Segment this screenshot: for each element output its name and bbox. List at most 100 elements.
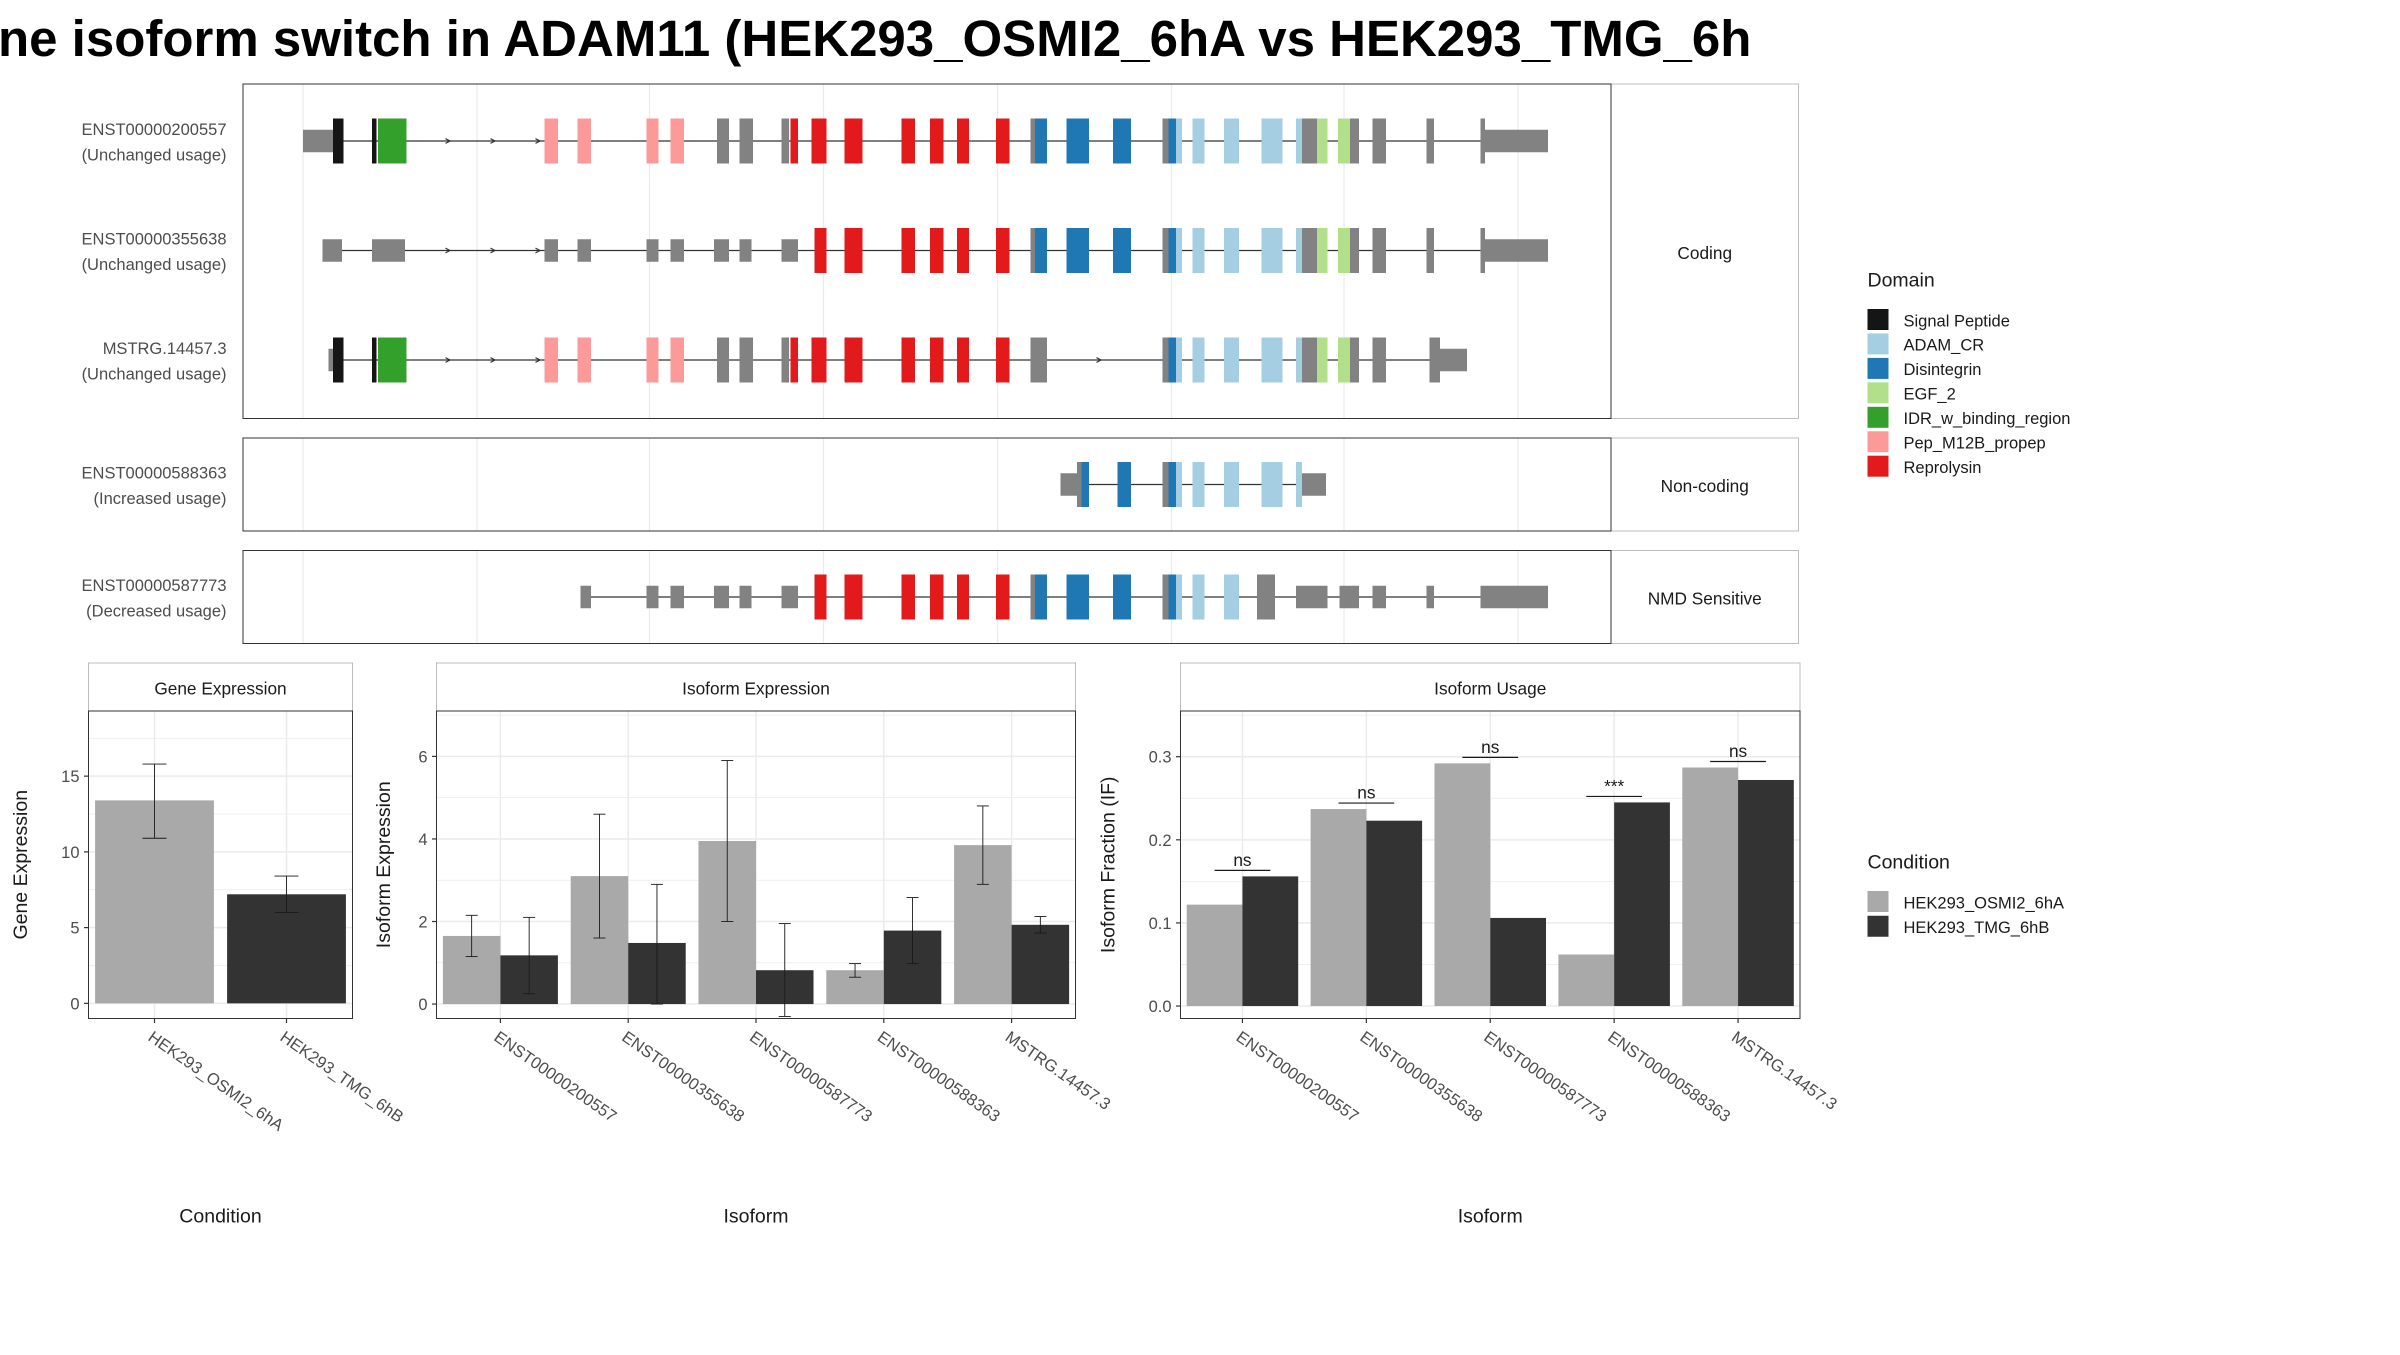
domain-exon xyxy=(1192,228,1205,273)
x-axis-title: Isoform xyxy=(723,1206,788,1228)
domain-exon xyxy=(1338,337,1350,383)
domain-legend-swatch xyxy=(1867,382,1889,404)
y-tick-label: 4 xyxy=(418,831,427,849)
domain-exon xyxy=(1296,462,1302,507)
significance-label: *** xyxy=(1604,776,1624,796)
domain-exon xyxy=(544,337,558,383)
domain-exon xyxy=(1261,337,1283,383)
domain-exon xyxy=(901,228,915,273)
domain-exon xyxy=(577,118,591,164)
domain-exon xyxy=(1261,228,1283,273)
domain-exon xyxy=(957,574,969,620)
domain-exon xyxy=(1176,462,1182,507)
utr-exon xyxy=(714,585,729,609)
domain-exon xyxy=(1176,118,1182,164)
y-tick-label: 15 xyxy=(61,768,79,786)
bar xyxy=(1558,954,1615,1007)
x-tick-label: MSTRG.14457.3 xyxy=(1728,1028,1840,1114)
domain-exon xyxy=(1192,574,1205,620)
domain-exon xyxy=(1081,462,1089,507)
transcript-panel-border xyxy=(242,83,1612,419)
domain-exon xyxy=(1338,118,1350,164)
strand-arrow xyxy=(490,138,497,144)
domain-exon xyxy=(1113,228,1131,273)
domain-exon xyxy=(844,118,863,164)
strand-arrow xyxy=(490,247,497,254)
y-tick-label: 0 xyxy=(70,995,79,1013)
domain-exon xyxy=(670,118,684,164)
domain-exon xyxy=(1168,574,1176,620)
domain-legend-label: Disintegrin xyxy=(1904,361,1982,379)
utr-exon xyxy=(1339,585,1359,609)
coding-exon xyxy=(1030,574,1035,620)
x-tick-label: ENST00000355638 xyxy=(1357,1028,1486,1126)
domain-exon xyxy=(1035,118,1047,164)
y-axis-title: Isoform Fraction (IF) xyxy=(1098,776,1120,953)
panel-title: Isoform Usage xyxy=(1434,679,1546,699)
domain-exon xyxy=(544,118,558,164)
domain-legend-swatch xyxy=(1867,406,1889,428)
transcript-panel-border xyxy=(242,437,1612,532)
transcript-name: ENST00000355638 xyxy=(82,231,227,249)
domain-exon xyxy=(372,337,377,383)
coding-exon xyxy=(1372,337,1386,383)
significance-label: ns xyxy=(1357,783,1375,803)
domain-exon xyxy=(1317,228,1328,273)
domain-exon xyxy=(1296,118,1302,164)
domain-exon xyxy=(1113,118,1131,164)
transcript-usage: (Unchanged usage) xyxy=(82,256,227,274)
coding-exon xyxy=(1030,228,1035,273)
y-tick-label: 0.1 xyxy=(1149,915,1172,933)
x-tick-label: ENST00000587773 xyxy=(1480,1028,1609,1126)
coding-exon xyxy=(1302,118,1317,164)
utr-exon xyxy=(1296,585,1328,609)
strand-arrow xyxy=(490,357,497,363)
domain-exon xyxy=(996,228,1010,273)
domain-exon xyxy=(1176,228,1182,273)
x-tick-label: ENST00000588363 xyxy=(874,1028,1003,1126)
domain-exon xyxy=(901,337,915,383)
transcript-usage: (Unchanged usage) xyxy=(82,366,227,384)
y-axis-title: Gene Expression xyxy=(10,790,32,940)
domain-exon xyxy=(378,337,407,383)
domain-exon xyxy=(1168,337,1176,383)
utr-exon xyxy=(670,585,684,609)
domain-exon xyxy=(957,118,969,164)
domain-legend-swatch xyxy=(1867,455,1889,477)
bar xyxy=(1614,802,1670,1007)
coding-exon xyxy=(739,337,753,383)
domain-exon xyxy=(333,118,344,164)
domain-exon xyxy=(814,574,827,620)
facet-strip-label: NMD Sensitive xyxy=(1648,589,1762,609)
bar xyxy=(1011,924,1070,1005)
domain-legend-label: Pep_M12B_propep xyxy=(1904,435,2046,453)
utr-exon xyxy=(781,239,798,262)
domain-legend-title: Domain xyxy=(1868,270,1935,292)
panel-strip xyxy=(88,662,353,712)
coding-exon xyxy=(1350,228,1359,273)
domain-exon xyxy=(1338,228,1350,273)
domain-exon xyxy=(901,574,915,620)
plot-border xyxy=(88,710,353,1019)
domain-exon xyxy=(1168,228,1176,273)
domain-exon xyxy=(1224,118,1239,164)
coding-exon xyxy=(1162,337,1169,383)
strand-arrow xyxy=(445,247,452,254)
domain-exon xyxy=(930,337,944,383)
y-tick-label: 10 xyxy=(61,844,79,862)
coding-exon xyxy=(1162,228,1169,273)
legend-panel: Domain Signal Peptide ADAM_CR Disintegrin EG… xyxy=(1867,270,2070,937)
coding-exon xyxy=(1426,228,1434,273)
y-tick-label: 0 xyxy=(418,996,427,1014)
facet-strip xyxy=(1610,83,1799,419)
utr-exon xyxy=(646,239,659,262)
domain-exon xyxy=(1192,118,1205,164)
coding-exon xyxy=(1162,574,1169,620)
domain-exon xyxy=(957,337,969,383)
coding-exon xyxy=(1030,118,1035,164)
bar xyxy=(1738,779,1794,1007)
coding-exon xyxy=(1350,118,1359,164)
coding-exon xyxy=(1480,228,1485,273)
